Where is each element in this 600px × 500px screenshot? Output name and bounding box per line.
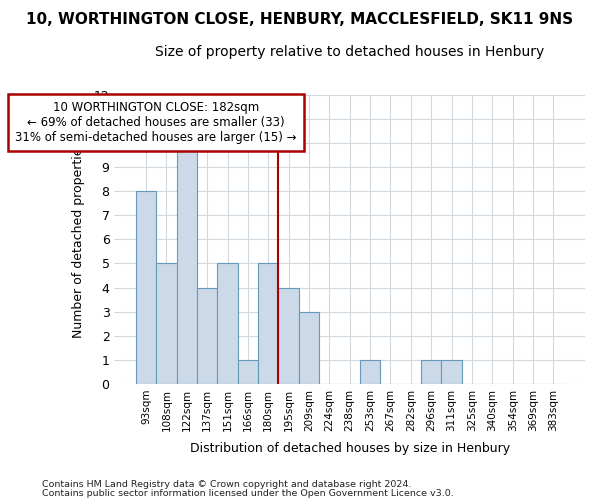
Bar (217, 264, 238, 384)
Bar (299, 312, 319, 384)
Title: Size of property relative to detached houses in Henbury: Size of property relative to detached ho… (155, 45, 544, 59)
Text: 10 WORTHINGTON CLOSE: 182sqm
← 69% of detached houses are smaller (33)
31% of se: 10 WORTHINGTON CLOSE: 182sqm ← 69% of de… (16, 101, 297, 144)
Bar (238, 360, 258, 384)
Bar (442, 360, 462, 384)
Bar (360, 360, 380, 384)
Text: Contains HM Land Registry data © Crown copyright and database right 2024.: Contains HM Land Registry data © Crown c… (42, 480, 412, 489)
Y-axis label: Number of detached properties: Number of detached properties (73, 141, 85, 338)
Bar (258, 264, 278, 384)
Text: Contains public sector information licensed under the Open Government Licence v3: Contains public sector information licen… (42, 489, 454, 498)
Bar (156, 264, 176, 384)
Bar (176, 143, 197, 384)
Bar (197, 288, 217, 384)
Bar (278, 288, 299, 384)
Text: 10, WORTHINGTON CLOSE, HENBURY, MACCLESFIELD, SK11 9NS: 10, WORTHINGTON CLOSE, HENBURY, MACCLESF… (26, 12, 574, 28)
Bar (136, 191, 156, 384)
X-axis label: Distribution of detached houses by size in Henbury: Distribution of detached houses by size … (190, 442, 510, 455)
Bar (421, 360, 442, 384)
